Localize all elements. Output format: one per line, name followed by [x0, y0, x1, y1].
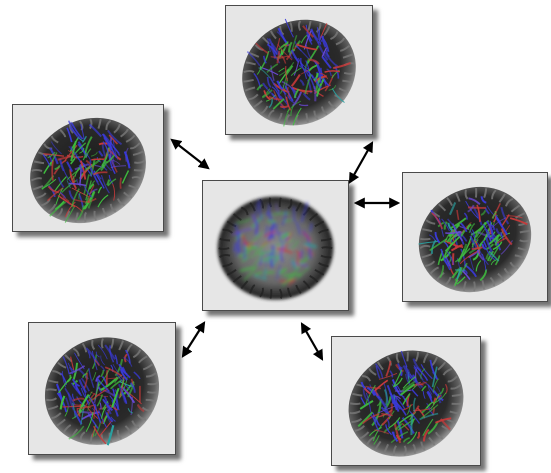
subject-brain-panel-top — [225, 5, 373, 135]
arrow-center-top — [348, 141, 374, 184]
brain-tractography-icon — [418, 186, 532, 293]
brain-tractography-blurred-icon — [217, 196, 334, 300]
brain-tractography-icon — [44, 337, 160, 446]
arrow-center-bottom-right — [300, 322, 324, 361]
brain-tractography-icon — [242, 18, 356, 127]
atlas-brain-panel-center — [202, 180, 349, 311]
subject-brain-panel-bottom-right — [331, 336, 481, 466]
brain-tractography-icon — [30, 117, 146, 224]
brain-tractography-icon — [348, 350, 464, 457]
subject-brain-panel-right — [402, 172, 548, 302]
arrow-center-bottom-left — [181, 321, 206, 358]
arrow-center-left — [170, 138, 210, 170]
subject-brain-panel-left — [12, 104, 164, 232]
subject-brain-panel-bottom-left — [28, 322, 176, 455]
